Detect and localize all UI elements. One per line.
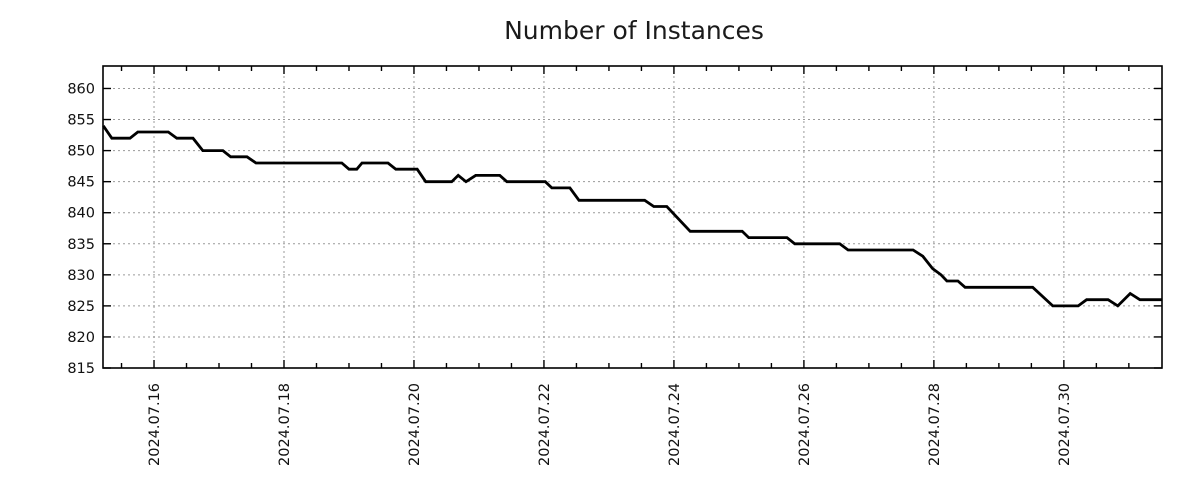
axis-ticks [103, 66, 1162, 369]
gridlines [103, 66, 1162, 368]
y-tick-label: 845 [67, 175, 95, 191]
x-tick-label: 2024.07.18 [277, 383, 293, 466]
x-tick-label: 2024.07.22 [537, 383, 553, 466]
y-tick-label: 825 [67, 299, 95, 315]
y-tick-label: 820 [67, 330, 95, 346]
series-line [102, 125, 1162, 308]
y-tick-label: 835 [67, 237, 95, 253]
y-tick-label: 815 [67, 361, 95, 377]
series-instances [102, 125, 1162, 308]
y-tick-label: 860 [67, 81, 95, 97]
x-tick-label: 2024.07.28 [927, 383, 943, 466]
x-tick-label: 2024.07.24 [667, 383, 683, 466]
y-tick-label: 855 [67, 113, 95, 129]
x-tick-label: 2024.07.26 [797, 383, 813, 466]
x-tick-label: 2024.07.20 [407, 383, 423, 466]
y-tick-label: 840 [67, 206, 95, 222]
axis-labels: 815 820 825 830 835 840 845 850 855 860 2024.07.16… [67, 81, 1073, 466]
y-tick-label: 850 [67, 144, 95, 160]
plot-border [102, 65, 1163, 369]
x-tick-label: 2024.07.30 [1057, 383, 1073, 466]
x-tick-label: 2024.07.16 [147, 383, 163, 466]
chart-title: Number of Instances [504, 16, 764, 45]
y-tick-label: 830 [67, 268, 95, 284]
